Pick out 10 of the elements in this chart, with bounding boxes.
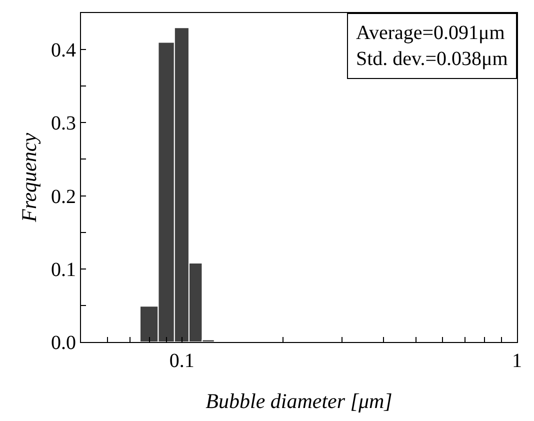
y-tick-label: 0.1 [51,258,76,281]
y-tick-label: 0.0 [51,332,76,354]
annotation: Std. dev.=0.038μm [356,48,508,70]
x-axis-title: Bubble diameter [μm] [206,389,392,414]
annotation: Average=0.091μm [356,22,506,44]
y-axis-title: Frequency [17,132,42,224]
y-tick-label: 0.3 [51,112,76,135]
x-tick-label: 1 [512,350,522,372]
y-tick-label: 0.2 [51,186,76,208]
y-tick-label: 0.4 [51,40,76,62]
